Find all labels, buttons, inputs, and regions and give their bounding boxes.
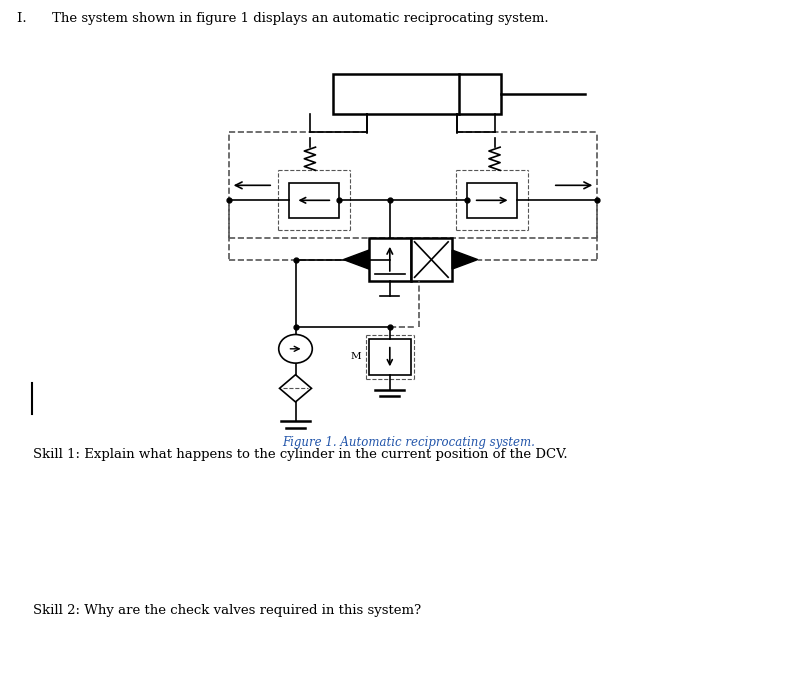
Text: M: M	[351, 352, 362, 361]
Polygon shape	[452, 250, 478, 269]
Bar	[369, 339, 411, 375]
Text: Figure 1. Automatic reciprocating system.: Figure 1. Automatic reciprocating system…	[282, 436, 536, 449]
Bar	[333, 75, 501, 114]
Polygon shape	[343, 250, 369, 269]
Bar	[369, 239, 411, 280]
Text: Skill 2: Why are the check valves required in this system?: Skill 2: Why are the check valves requir…	[34, 604, 422, 617]
Text: Skill 1: Explain what happens to the cylinder in the current position of the DCV: Skill 1: Explain what happens to the cyl…	[34, 447, 568, 460]
Bar	[411, 239, 452, 280]
Bar	[468, 183, 516, 218]
Text: I.      The system shown in figure 1 displays an automatic reciprocating system.: I. The system shown in figure 1 displays…	[18, 12, 549, 25]
Circle shape	[279, 334, 312, 363]
Bar	[289, 183, 338, 218]
